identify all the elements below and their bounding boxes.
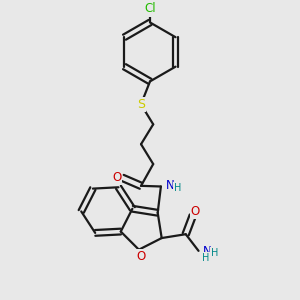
Text: O: O bbox=[136, 250, 146, 263]
Text: O: O bbox=[112, 171, 121, 184]
Text: N: N bbox=[165, 179, 174, 192]
Text: H: H bbox=[202, 253, 210, 263]
Text: N: N bbox=[202, 245, 211, 258]
Text: S: S bbox=[137, 98, 145, 111]
Text: H: H bbox=[211, 248, 218, 258]
Text: O: O bbox=[191, 205, 200, 218]
Text: Cl: Cl bbox=[144, 2, 156, 16]
Text: H: H bbox=[174, 183, 181, 193]
